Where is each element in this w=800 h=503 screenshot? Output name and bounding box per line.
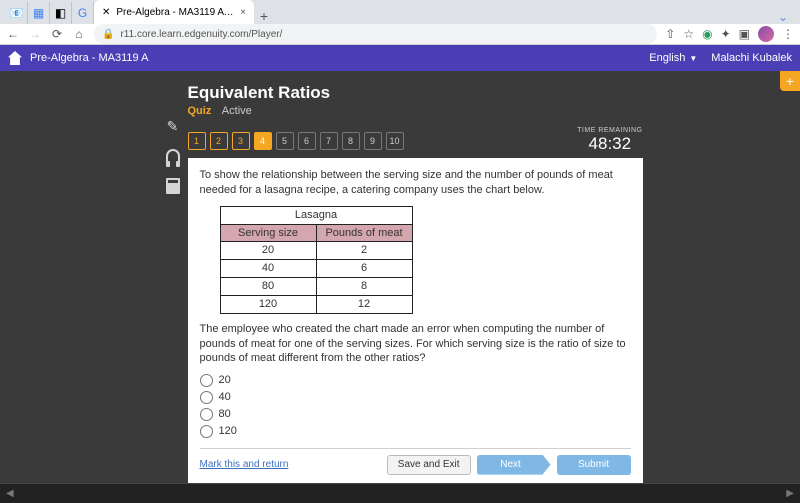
save-exit-button[interactable]: Save and Exit (387, 455, 471, 475)
tab-favicon-3[interactable]: ◧ (50, 2, 72, 24)
radio-input[interactable] (200, 408, 213, 421)
timer-label: TIME REMAINING (577, 127, 642, 134)
menu-icon[interactable]: ⋮ (782, 27, 794, 41)
pencil-tool[interactable]: ✎ (158, 111, 188, 141)
question-prompt: The employee who created the chart made … (200, 322, 631, 367)
next-lesson-button[interactable]: ▶ (786, 488, 794, 499)
question-nav-3[interactable]: 3 (232, 132, 250, 150)
tab-strip: 📧 ▦ ◧ G ✕ Pre-Algebra - MA3119 A - Ima… … (0, 0, 800, 24)
tab-title: Pre-Algebra - MA3119 A - Ima… (116, 7, 234, 18)
page-title: Equivalent Ratios (188, 83, 643, 103)
new-tab-button[interactable]: + (254, 8, 274, 24)
audio-tool[interactable] (158, 141, 188, 171)
option-label: 20 (219, 373, 231, 388)
active-tab[interactable]: ✕ Pre-Algebra - MA3119 A - Ima… × (94, 0, 254, 24)
reload-button[interactable]: ⟳ (50, 27, 64, 41)
lock-icon: 🔒 (102, 29, 114, 40)
table-row: 808 (220, 278, 412, 296)
question-intro: To show the relationship between the ser… (200, 168, 631, 198)
language-label: English (649, 52, 685, 64)
question-panel: To show the relationship between the ser… (188, 158, 643, 483)
data-table: Lasagna Serving size Pounds of meat 2024… (220, 206, 413, 314)
tab-close-icon[interactable]: × (240, 7, 246, 18)
question-nav-10[interactable]: 10 (386, 132, 404, 150)
question-nav-1[interactable]: 1 (188, 132, 206, 150)
share-icon[interactable]: ⇧ (665, 27, 675, 41)
answer-option[interactable]: 120 (200, 423, 631, 440)
answer-option[interactable]: 20 (200, 372, 631, 389)
calculator-tool[interactable] (158, 171, 188, 201)
username: Malachi Kubalek (711, 52, 792, 64)
ext1-icon[interactable]: ◉ (702, 27, 712, 41)
next-button[interactable]: Next (477, 455, 551, 475)
table-col1: Serving size (220, 224, 316, 242)
quiz-label: Quiz (188, 105, 212, 117)
question-nav-6[interactable]: 6 (298, 132, 316, 150)
star-icon[interactable]: ☆ (683, 27, 694, 41)
submit-button[interactable]: Submit (557, 455, 631, 475)
home-button[interactable]: ⌂ (72, 27, 86, 41)
puzzle-icon[interactable]: ▣ (739, 27, 750, 41)
question-nav-4[interactable]: 4 (254, 132, 272, 150)
table-row: 12012 (220, 295, 412, 313)
table-col2: Pounds of meat (316, 224, 412, 242)
table-row: 406 (220, 260, 412, 278)
radio-input[interactable] (200, 374, 213, 387)
back-button[interactable]: ← (6, 27, 20, 41)
answer-option[interactable]: 80 (200, 406, 631, 423)
active-label: Active (222, 105, 252, 117)
option-label: 120 (219, 424, 237, 439)
chevron-down-icon: ▼ (689, 54, 697, 63)
mark-return-link[interactable]: Mark this and return (200, 458, 289, 472)
url-text: r11.core.learn.edgenuity.com/Player/ (120, 29, 282, 40)
question-nav-9[interactable]: 9 (364, 132, 382, 150)
home-icon[interactable] (8, 51, 22, 65)
tab-favicon-1[interactable]: 📧 (6, 2, 28, 24)
timer: TIME REMAINING 48:32 (577, 127, 642, 154)
tab-favicon-2[interactable]: ▦ (28, 2, 50, 24)
table-title: Lasagna (220, 206, 412, 224)
question-nav-2[interactable]: 2 (210, 132, 228, 150)
app-header: Pre-Algebra - MA3119 A English ▼ Malachi… (0, 45, 800, 71)
radio-input[interactable] (200, 425, 213, 438)
address-bar: ← → ⟳ ⌂ 🔒 r11.core.learn.edgenuity.com/P… (0, 24, 800, 45)
answer-options: 20 40 80 120 (200, 372, 631, 439)
table-row: 202 (220, 242, 412, 260)
tab-favicon-4[interactable]: G (72, 2, 94, 24)
language-selector[interactable]: English ▼ (649, 52, 697, 64)
answer-option[interactable]: 40 (200, 389, 631, 406)
question-nav-5[interactable]: 5 (276, 132, 294, 150)
toolbar: ✎ (158, 111, 188, 483)
option-label: 80 (219, 407, 231, 422)
forward-button[interactable]: → (28, 27, 42, 41)
prev-lesson-button[interactable]: ◀ (6, 488, 14, 499)
question-nav-8[interactable]: 8 (342, 132, 360, 150)
option-label: 40 (219, 390, 231, 405)
profile-avatar[interactable] (758, 26, 774, 42)
ext2-icon[interactable]: ✦ (721, 27, 731, 41)
radio-input[interactable] (200, 391, 213, 404)
timer-value: 48:32 (577, 134, 642, 154)
course-title: Pre-Algebra - MA3119 A (30, 52, 148, 64)
add-widget-button[interactable]: + (780, 71, 800, 91)
question-nav: 12345678910 TIME REMAINING 48:32 (188, 127, 643, 154)
tab-favicon-icon: ✕ (102, 7, 110, 18)
url-field[interactable]: 🔒 r11.core.learn.edgenuity.com/Player/ (94, 24, 657, 44)
window-expand-icon[interactable]: ⌄ (778, 10, 788, 24)
question-nav-7[interactable]: 7 (320, 132, 338, 150)
